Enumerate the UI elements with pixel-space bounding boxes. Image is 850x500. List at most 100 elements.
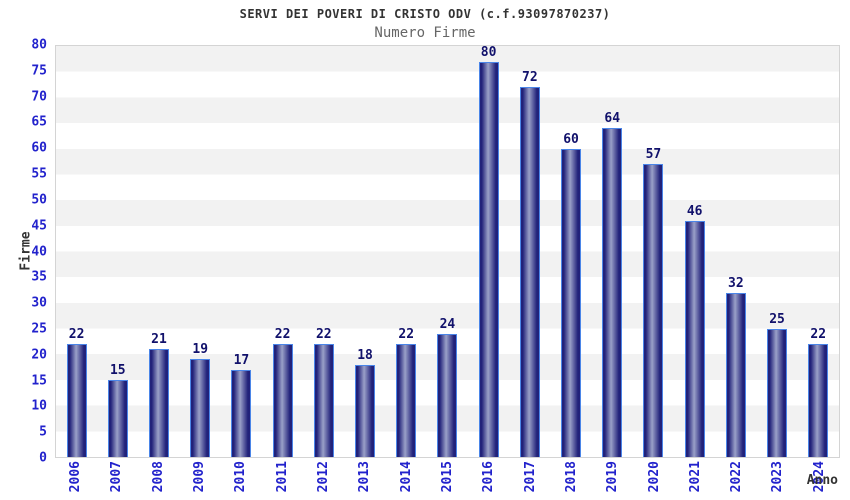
y-tick-label: 50 — [31, 192, 47, 208]
bar-value-label: 60 — [563, 131, 579, 147]
bar-slot: 17 — [221, 46, 262, 457]
bar-slot: 25 — [756, 46, 797, 457]
x-tick-label: 2020 — [646, 461, 662, 493]
y-tick-label: 60 — [31, 140, 47, 156]
x-tick-slot: 2011 — [262, 461, 303, 500]
bar-value-label: 18 — [357, 347, 373, 363]
bar — [684, 220, 705, 457]
bar-slot: 46 — [674, 46, 715, 457]
x-tick-label: 2013 — [357, 461, 373, 493]
x-axis-ticks: 2006 2007 2008 2009 2010 2011 2012 2013 2014 2015… — [55, 461, 840, 500]
bar-value-label: 21 — [151, 332, 167, 348]
x-tick-slot: 2007 — [96, 461, 137, 500]
bar-value-label: 22 — [810, 326, 827, 342]
bar-value-label: 15 — [109, 362, 126, 378]
y-tick-label: 75 — [31, 63, 47, 79]
x-tick-slot: 2006 — [55, 461, 96, 500]
x-tick-slot: 2012 — [303, 461, 344, 500]
bar-slot: 64 — [592, 46, 633, 457]
y-tick-label: 10 — [31, 398, 47, 414]
bar-value-label: 64 — [604, 111, 621, 127]
bar — [272, 343, 293, 457]
bar-value-label: 72 — [522, 70, 538, 86]
x-tick-label: 2008 — [150, 461, 166, 493]
bar-slot: 22 — [56, 46, 97, 457]
x-tick-slot: 2010 — [220, 461, 261, 500]
bar-value-label: 80 — [480, 45, 497, 60]
chart-title: SERVI DEI POVERI DI CRISTO ODV (c.f.9309… — [239, 7, 611, 21]
y-tick-label: 20 — [31, 347, 47, 363]
x-tick-slot: 2022 — [716, 461, 757, 500]
x-tick-label: 2023 — [770, 461, 786, 493]
x-tick-slot: 2016 — [468, 461, 509, 500]
bar-value-label: 32 — [728, 275, 744, 291]
x-tick-slot: 2009 — [179, 461, 220, 500]
x-tick-slot: 2018 — [551, 461, 592, 500]
x-tick-label: 2006 — [68, 461, 84, 493]
y-tick-label: 80 — [31, 37, 47, 53]
x-tick-label: 2010 — [233, 461, 249, 493]
x-tick-label: 2019 — [605, 461, 621, 493]
bar-slot: 22 — [386, 46, 427, 457]
bar — [478, 62, 499, 457]
bar-slot: 80 — [468, 46, 509, 457]
y-tick-label: 35 — [31, 269, 47, 285]
y-tick-label: 15 — [31, 373, 47, 389]
bar — [231, 369, 252, 457]
bars-row: 22 15 21 19 17 22 22 18 22 24 80 72 60 64 57 46 32 25 22 — [56, 46, 839, 457]
x-tick-slot: 2020 — [633, 461, 674, 500]
x-tick-slot: 2019 — [592, 461, 633, 500]
bar-value-label: 22 — [274, 326, 291, 342]
bar — [725, 292, 746, 457]
bar-slot: 19 — [180, 46, 221, 457]
bar-slot: 57 — [633, 46, 674, 457]
chart-subtitle: Numero Firme — [374, 25, 476, 41]
x-tick-label: 2017 — [522, 461, 538, 493]
x-tick-slot: 2017 — [509, 461, 550, 500]
y-tick-label: 45 — [31, 218, 47, 234]
bar-slot: 22 — [798, 46, 839, 457]
x-tick-slot: 2013 — [344, 461, 385, 500]
y-tick-label: 5 — [39, 424, 47, 440]
y-tick-label: 40 — [31, 244, 47, 259]
bar-value-label: 22 — [315, 326, 332, 342]
bar-value-label: 57 — [645, 147, 662, 163]
bar-slot: 24 — [427, 46, 468, 457]
x-tick-label: 2012 — [316, 461, 332, 493]
y-tick-label: 65 — [31, 114, 47, 130]
bar-slot: 18 — [344, 46, 385, 457]
bar — [396, 343, 417, 457]
bar-value-label: 19 — [192, 342, 209, 358]
y-tick-label: 55 — [31, 166, 47, 182]
bar — [190, 359, 211, 457]
bar — [643, 164, 664, 457]
x-tick-label: 2009 — [192, 461, 208, 493]
x-tick-label: 2018 — [563, 461, 579, 493]
x-tick-slot: 2021 — [675, 461, 716, 500]
bar — [66, 343, 87, 457]
bar-slot: 22 — [303, 46, 344, 457]
bar — [149, 349, 169, 457]
bar — [767, 328, 788, 457]
bar — [808, 343, 829, 457]
bar-value-label: 17 — [233, 352, 250, 368]
bar — [355, 364, 376, 457]
bar — [519, 87, 540, 457]
bar-slot: 15 — [97, 46, 138, 457]
x-tick-slot: 2014 — [386, 461, 427, 500]
x-tick-label: 2007 — [109, 461, 125, 493]
bar-slot: 60 — [550, 46, 591, 457]
y-tick-label: 70 — [31, 89, 47, 105]
x-tick-label: 2022 — [729, 461, 745, 493]
x-axis-title: Anno — [806, 473, 838, 488]
x-tick-label: 2011 — [274, 461, 290, 493]
bar — [107, 379, 128, 457]
bar-value-label: 22 — [398, 326, 415, 342]
bar-value-label: 22 — [68, 326, 85, 342]
plot-area: 22 15 21 19 17 22 22 18 22 24 80 72 60 64 57 46 32 25 22 — [55, 45, 840, 458]
x-tick-label: 2021 — [687, 461, 703, 493]
bar-slot: 21 — [138, 46, 179, 457]
bar-value-label: 46 — [686, 203, 703, 219]
bar-value-label: 24 — [439, 316, 456, 332]
bar-slot: 22 — [262, 46, 303, 457]
